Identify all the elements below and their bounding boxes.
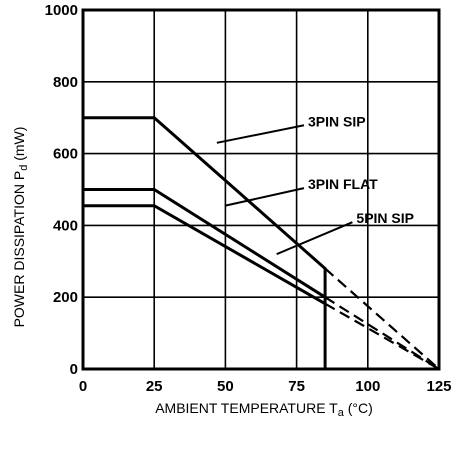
x-tick-label: 100 [355,378,380,395]
series-3pin-flat-solid [83,188,326,299]
y-tick-label: 0 [70,361,78,378]
series-5pin-sip-solid [83,204,326,306]
annotation-5pin-sip-leader [276,221,353,256]
x-tick-label: 50 [217,378,234,395]
y-tick-label: 200 [53,289,78,306]
annotations: 3PIN SIP 3PIN FLAT 5PIN SIP [216,113,414,256]
y-tick-label: 800 [53,74,78,91]
series-3pin-sip-dashed [324,267,440,370]
series-3pin-sip-solid [83,116,327,369]
tick-labels: 0 25 50 75 100 125 0 200 400 600 800 1000 [45,2,452,395]
y-axis-label: POWER DISSIPATION Pd (mW) [11,127,30,328]
x-tick-label: 75 [288,378,305,395]
x-tick-label: 0 [79,378,87,395]
annotation-3pin-flat-leader [225,187,305,207]
y-tick-label: 400 [53,217,78,234]
annotation-3pin-sip-leader [216,124,305,144]
annotation-5pin-sip: 5PIN SIP [356,210,414,226]
annotation-3pin-sip: 3PIN SIP [308,113,366,129]
x-tick-label: 125 [426,378,451,395]
x-axis-label: AMBIENT TEMPERATURE Ta (°C) [155,400,373,419]
y-tick-label: 600 [53,146,78,163]
series-5pin-sip-dashed [324,302,440,370]
annotation-3pin-flat: 3PIN FLAT [308,176,378,192]
series-lines [83,116,440,370]
y-tick-label: 1000 [45,2,78,19]
x-tick-label: 25 [146,378,163,395]
